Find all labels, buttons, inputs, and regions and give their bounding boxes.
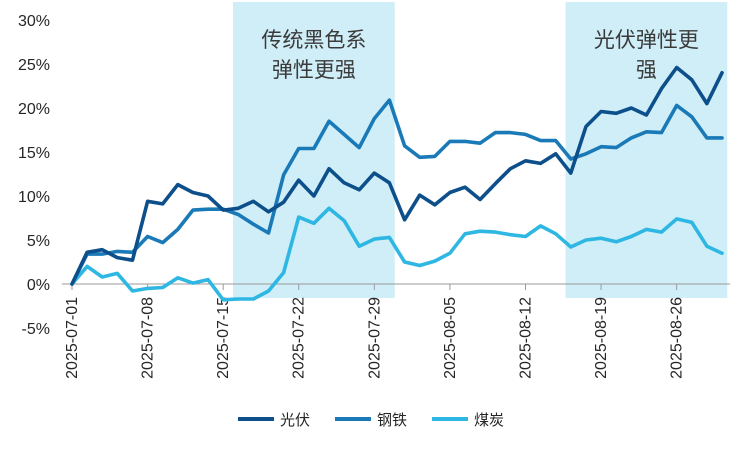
annotation-text: 强 (636, 58, 657, 82)
y-tick-label: 30% (18, 13, 50, 30)
y-tick-label: 20% (18, 101, 50, 118)
legend-label: 煤炭 (474, 411, 504, 429)
y-tick-label: 15% (18, 145, 50, 162)
annotation-text: 弹性更强 (272, 58, 356, 82)
series-line (70, 206, 724, 302)
legend: 光伏 钢铁 煤炭 (238, 411, 504, 429)
highlight-bands (232, 2, 728, 298)
y-tick-label: 10% (18, 189, 50, 206)
legend-label: 钢铁 (377, 411, 407, 429)
x-tick-label: 2025-07-01 (64, 297, 81, 379)
axes: 30% 25% 20% 15% 10% 5% 0% -5% 2025-07-01 2025-07-… (18, 13, 730, 379)
y-tick-label: 5% (27, 233, 50, 250)
x-tick-label: 2025-08-12 (517, 297, 534, 379)
annotation-text: 传统黑色系 (261, 28, 366, 52)
y-tick-label: -5% (22, 321, 50, 338)
series-line (70, 65, 724, 286)
x-tick-label: 2025-08-19 (593, 297, 610, 379)
series-lines (70, 65, 724, 302)
x-tick-label: 2025-07-22 (291, 297, 308, 379)
legend-label: 光伏 (280, 411, 310, 429)
series-line (70, 98, 724, 286)
x-tick-label: 2025-07-29 (366, 297, 383, 379)
x-tick-label: 2025-08-26 (669, 297, 686, 379)
y-tick-label: 0% (27, 277, 50, 294)
y-tick-label: 25% (18, 57, 50, 74)
x-tick-label: 2025-07-08 (140, 297, 157, 379)
x-tick-label: 2025-07-15 (215, 297, 232, 379)
annotation-text: 光伏弹性更 (594, 28, 699, 52)
x-tick-label: 2025-08-05 (442, 297, 459, 379)
